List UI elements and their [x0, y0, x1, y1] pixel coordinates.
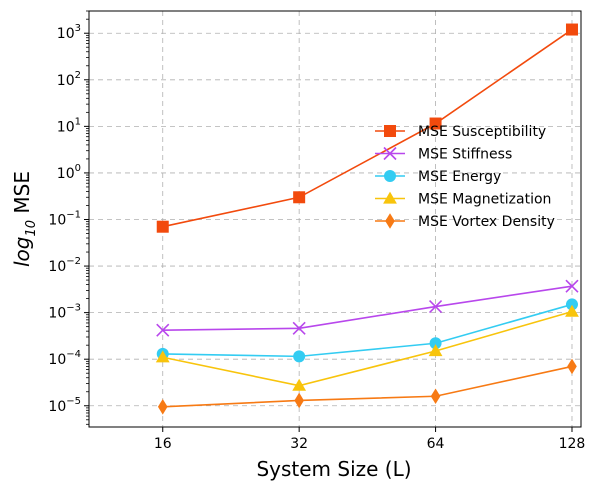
y-tick-label: 101 — [57, 116, 81, 135]
y-tick-label: 102 — [57, 70, 81, 89]
data-point — [429, 299, 443, 314]
legend: MSE Susceptibility MSE Stiffness MSE Energ… — [375, 124, 555, 230]
data-point — [428, 344, 443, 357]
x-axis-label: System Size (L) — [256, 457, 411, 481]
data-point — [294, 392, 304, 409]
y-tick-label: 100 — [57, 163, 81, 182]
legend-label: MSE Susceptibility — [418, 124, 546, 140]
x-marker-stroke — [292, 321, 306, 335]
x-marker-stroke — [565, 279, 579, 293]
legend-label: MSE Energy — [418, 169, 501, 185]
series-line — [162, 303, 573, 358]
grid — [89, 11, 581, 427]
data-point — [292, 378, 307, 391]
data-point — [157, 399, 168, 415]
y-axis: 10−5 10−4 10−3 10−2 10−1 100 101 102 103 — [48, 10, 89, 425]
x-marker-stroke — [156, 323, 170, 337]
y-tick-label: 10−3 — [48, 303, 81, 322]
data-point — [430, 388, 441, 405]
data-point — [565, 279, 579, 293]
series-4 — [157, 358, 577, 415]
data-point — [156, 323, 170, 337]
legend-marker — [383, 146, 397, 161]
data-point — [293, 191, 306, 204]
series-line — [162, 365, 573, 408]
series-layer — [155, 23, 579, 415]
data-point — [155, 350, 170, 363]
y-tick-label: 10−1 — [48, 209, 81, 228]
legend-marker — [384, 170, 396, 182]
series-0 — [156, 23, 578, 233]
x-tick-label: 64 — [427, 436, 445, 452]
data-point — [429, 117, 442, 130]
series-line — [162, 28, 573, 228]
data-point — [156, 220, 169, 233]
series-2 — [156, 298, 578, 363]
y-tick-label: 10−4 — [48, 349, 81, 368]
data-point — [565, 304, 579, 317]
legend-item: MSE Magnetization — [375, 192, 551, 208]
legend-marker — [383, 191, 397, 204]
series-line — [162, 285, 573, 331]
data-point — [429, 337, 442, 350]
y-axis-label-log: log — [10, 237, 34, 268]
data-point — [293, 350, 306, 363]
x-axis: 16 32 64 128 — [154, 427, 586, 452]
x-tick-label: 16 — [154, 436, 172, 452]
series-3 — [155, 304, 579, 391]
legend-item: MSE Susceptibility — [375, 124, 546, 140]
x-tick-label: 128 — [559, 436, 586, 452]
y-axis-label: log10 MSE — [10, 171, 39, 267]
series-1 — [156, 279, 579, 337]
legend-label: MSE Stiffness — [418, 147, 512, 163]
series-line — [162, 310, 573, 387]
legend-item: MSE Vortex Density — [375, 213, 555, 230]
legend-item: MSE Stiffness — [375, 147, 512, 163]
y-tick-label: 10−2 — [48, 256, 81, 275]
x-marker-stroke — [429, 299, 443, 314]
legend-marker — [384, 125, 396, 137]
data-point — [567, 358, 577, 375]
y-axis-label-mse: MSE — [10, 171, 34, 220]
x-tick-label: 32 — [290, 436, 308, 452]
y-tick-label: 10−5 — [48, 396, 81, 415]
legend-item: MSE Energy — [375, 169, 501, 185]
x-marker-stroke — [383, 146, 397, 161]
legend-marker — [385, 213, 395, 229]
legend-label: MSE Vortex Density — [418, 214, 555, 230]
data-point — [292, 321, 306, 335]
data-point — [565, 23, 578, 36]
legend-label: MSE Magnetization — [418, 192, 551, 208]
y-tick-label: 103 — [57, 23, 81, 42]
y-axis-label-sub: 10 — [24, 220, 39, 237]
data-point — [565, 298, 578, 311]
